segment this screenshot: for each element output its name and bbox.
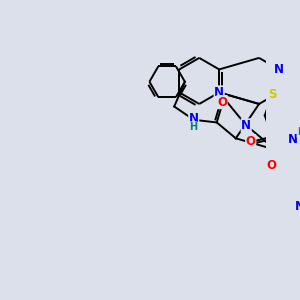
Text: H: H: [297, 127, 300, 137]
Text: N: N: [214, 86, 224, 99]
Text: O: O: [217, 96, 227, 109]
Text: N: N: [274, 63, 284, 76]
Text: O: O: [246, 135, 256, 148]
Text: N: N: [189, 112, 199, 125]
Text: N: N: [288, 133, 298, 146]
Text: N: N: [241, 119, 251, 132]
Text: H: H: [189, 122, 197, 132]
Text: O: O: [266, 159, 276, 172]
Text: N: N: [295, 200, 300, 213]
Text: S: S: [268, 88, 276, 101]
